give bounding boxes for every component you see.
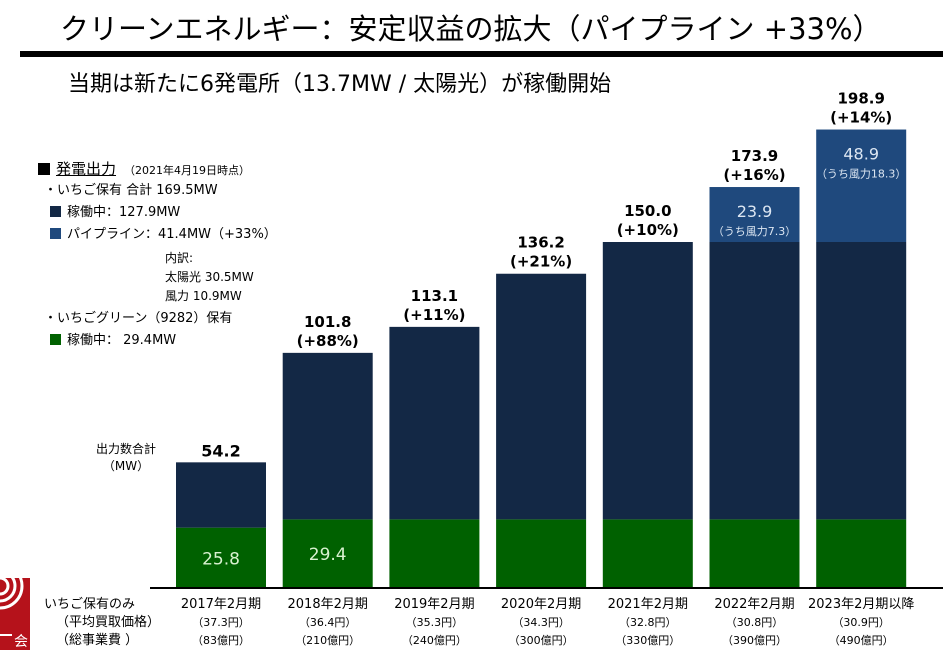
y-axis-label-line1: 出力数合計 <box>96 442 157 456</box>
legend-pipeline-label: パイプライン：41.4MW（+33%） <box>67 227 277 242</box>
bar-segment-navy <box>602 242 693 520</box>
bar-growth-label: (+11%) <box>403 306 465 324</box>
legend-date-note: （2021年4月19日時点） <box>124 164 251 177</box>
bar-segment-green <box>389 519 480 587</box>
navy-swatch-icon <box>50 206 61 217</box>
avg-price-label: （36.4円） <box>299 616 357 629</box>
legend-item-pipeline: パイプライン：41.4MW（+33%） <box>38 224 277 246</box>
avg-price-label: （37.3円） <box>192 616 250 629</box>
bar-segment-green <box>709 519 800 587</box>
avg-price-label: （30.8円） <box>726 616 784 629</box>
bar-total-label: 198.9 <box>837 90 884 108</box>
bar-total-label: 101.8 <box>304 313 351 331</box>
avg-price-label: （30.9円） <box>832 616 890 629</box>
page-title: クリーンエネルギー：安定収益の拡大（パイプライン +33%） <box>60 12 882 46</box>
pipeline-segment-sublabel: （うち風力7.3） <box>713 225 797 238</box>
bar-segment-navy <box>282 352 373 520</box>
bar-segment-green <box>816 519 907 587</box>
bar-growth-label: (+10%) <box>617 221 679 239</box>
legend: 発電出力 （2021年4月19日時点） ・いちご保有 合計 169.5MW 稼働中… <box>38 158 277 352</box>
bar-segment-navy <box>389 326 480 520</box>
legend-breakdown-solar: 太陽光 30.5MW <box>165 270 254 284</box>
bar-total-label: 173.9 <box>731 147 778 165</box>
footer-label-avg-price: （平均買取価格） <box>56 615 161 630</box>
bar-segment-pipeline <box>816 129 907 242</box>
blue-swatch-icon <box>50 228 61 239</box>
total-cost-label: （300億円） <box>509 634 574 647</box>
legend-ichigo-total: ・いちご保有 合計 169.5MW <box>44 183 218 198</box>
logo-arcs-icon: 会 <box>0 578 28 650</box>
pipeline-segment-label: 23.9 <box>737 202 773 221</box>
total-cost-label: （390億円） <box>722 634 787 647</box>
bar-growth-label: (+21%) <box>510 253 572 271</box>
bar-segment-pipeline <box>709 187 800 242</box>
legend-operating-label: 稼働中：127.9MW <box>67 205 181 220</box>
footer-label-total-cost: （総事業費 ） <box>56 633 139 648</box>
total-cost-label: （330億円） <box>615 634 680 647</box>
bar-total-label: 54.2 <box>201 441 240 460</box>
bar-total-label: 150.0 <box>624 202 671 220</box>
legend-breakdown-wind: 風力 10.9MW <box>165 289 242 303</box>
x-tick-label: 2021年2月期 <box>608 597 688 612</box>
total-cost-label: （83億円） <box>192 634 250 647</box>
x-tick-label: 2022年2月期 <box>714 597 794 612</box>
footer-row-labels: いちご保有のみ （平均買取価格） （総事業費 ） <box>44 596 160 650</box>
legend-heading: 発電出力 <box>56 160 117 178</box>
footer-label-ichigo-only: いちご保有のみ <box>44 597 136 612</box>
page-subtitle: 当期は新たに6発電所（13.7MW / 太陽光）が稼働開始 <box>68 72 612 97</box>
x-tick-label: 2023年2月期以降 <box>808 597 914 612</box>
black-square-icon <box>38 163 50 175</box>
bar-growth-label: (+16%) <box>723 166 785 184</box>
bar-segment-navy <box>496 273 587 520</box>
bar-segment-navy <box>176 462 266 528</box>
bar-growth-label: (+14%) <box>830 109 892 127</box>
total-cost-label: （490億円） <box>829 634 894 647</box>
total-cost-label: （240億円） <box>402 634 467 647</box>
title-divider <box>20 51 943 57</box>
green-segment-label: 29.4 <box>309 545 347 565</box>
legend-item-green-operating: 稼働中： 29.4MW <box>38 330 277 352</box>
x-tick-label: 2019年2月期 <box>394 597 474 612</box>
svg-text:会: 会 <box>14 634 28 650</box>
bar-segment-green <box>282 519 373 587</box>
x-tick-label: 2017年2月期 <box>181 597 261 612</box>
legend-heading-row: 発電出力 （2021年4月19日時点） <box>38 158 277 180</box>
green-segment-label: 25.8 <box>202 549 240 569</box>
legend-breakdown-label: 内訳: <box>165 251 194 265</box>
avg-price-label: （32.8円） <box>619 616 677 629</box>
legend-item-operating: 稼働中：127.9MW <box>38 202 277 224</box>
pipeline-segment-label: 48.9 <box>843 145 879 164</box>
legend-green-operating-label: 稼働中： 29.4MW <box>67 333 177 348</box>
bar-segment-navy <box>816 242 907 520</box>
avg-price-label: （34.3円） <box>512 616 570 629</box>
bar-segment-green <box>602 519 693 587</box>
bar-segment-green <box>496 519 587 587</box>
y-axis-label-line2: （MW） <box>102 459 150 473</box>
total-cost-label: （210億円） <box>295 634 360 647</box>
bar-total-label: 113.1 <box>411 287 458 305</box>
x-tick-label: 2020年2月期 <box>501 597 581 612</box>
x-tick-label: 2018年2月期 <box>288 597 368 612</box>
legend-green-title: ・いちごグリーン（9282）保有 <box>44 311 233 326</box>
bar-growth-label: (+88%) <box>297 332 359 350</box>
green-swatch-icon <box>50 334 61 345</box>
company-logo: 会 <box>0 578 30 650</box>
pipeline-segment-sublabel: （うち風力18.3） <box>816 168 907 181</box>
bar-total-label: 136.2 <box>517 234 564 252</box>
y-axis-label: 出力数合計 （MW） <box>96 441 156 475</box>
bar-segment-green <box>176 527 266 587</box>
avg-price-label: （35.3円） <box>406 616 464 629</box>
bar-segment-navy <box>709 242 800 520</box>
